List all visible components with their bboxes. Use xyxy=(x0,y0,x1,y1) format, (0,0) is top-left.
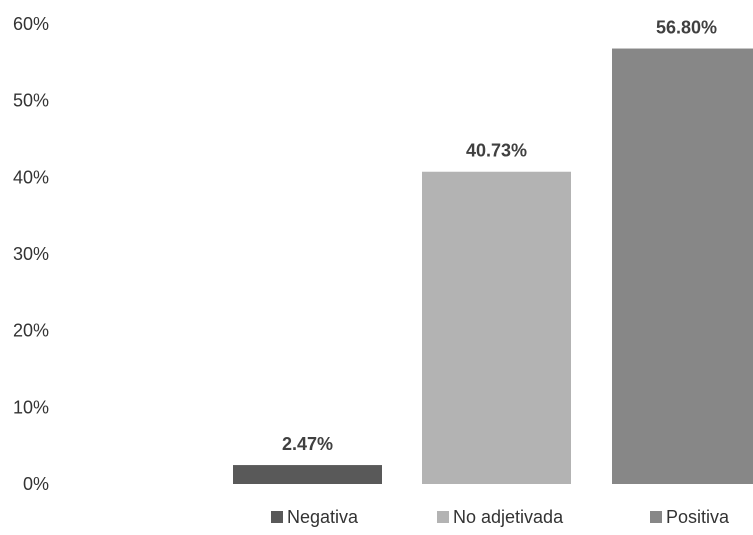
data-label: 40.73% xyxy=(466,141,527,161)
y-tick-label: 50% xyxy=(13,91,49,111)
legend-swatch xyxy=(650,511,662,523)
y-tick-label: 30% xyxy=(13,244,49,264)
legend-label: Negativa xyxy=(287,507,359,527)
y-tick-label: 60% xyxy=(13,14,49,34)
y-tick-label: 20% xyxy=(13,321,49,341)
data-labels-group: 2.47% 40.73% 56.80% xyxy=(282,18,717,455)
data-label: 2.47% xyxy=(282,434,333,454)
legend-label: Positiva xyxy=(666,507,730,527)
bar-negativa xyxy=(233,465,382,484)
y-tick-label: 40% xyxy=(13,167,49,187)
bar-positiva xyxy=(612,48,753,485)
legend-swatch xyxy=(437,511,449,523)
bar-no-adjetivada xyxy=(422,171,571,484)
legend: Negativa No adjetivada Positiva xyxy=(271,507,730,527)
bars-group xyxy=(233,48,753,485)
y-tick-label: 10% xyxy=(13,397,49,417)
data-label: 56.80% xyxy=(656,18,717,38)
legend-label: No adjetivada xyxy=(453,507,564,527)
y-tick-label: 0% xyxy=(23,474,49,494)
legend-swatch xyxy=(271,511,283,523)
y-axis: 0% 10% 20% 30% 40% 50% 60% xyxy=(13,14,49,494)
